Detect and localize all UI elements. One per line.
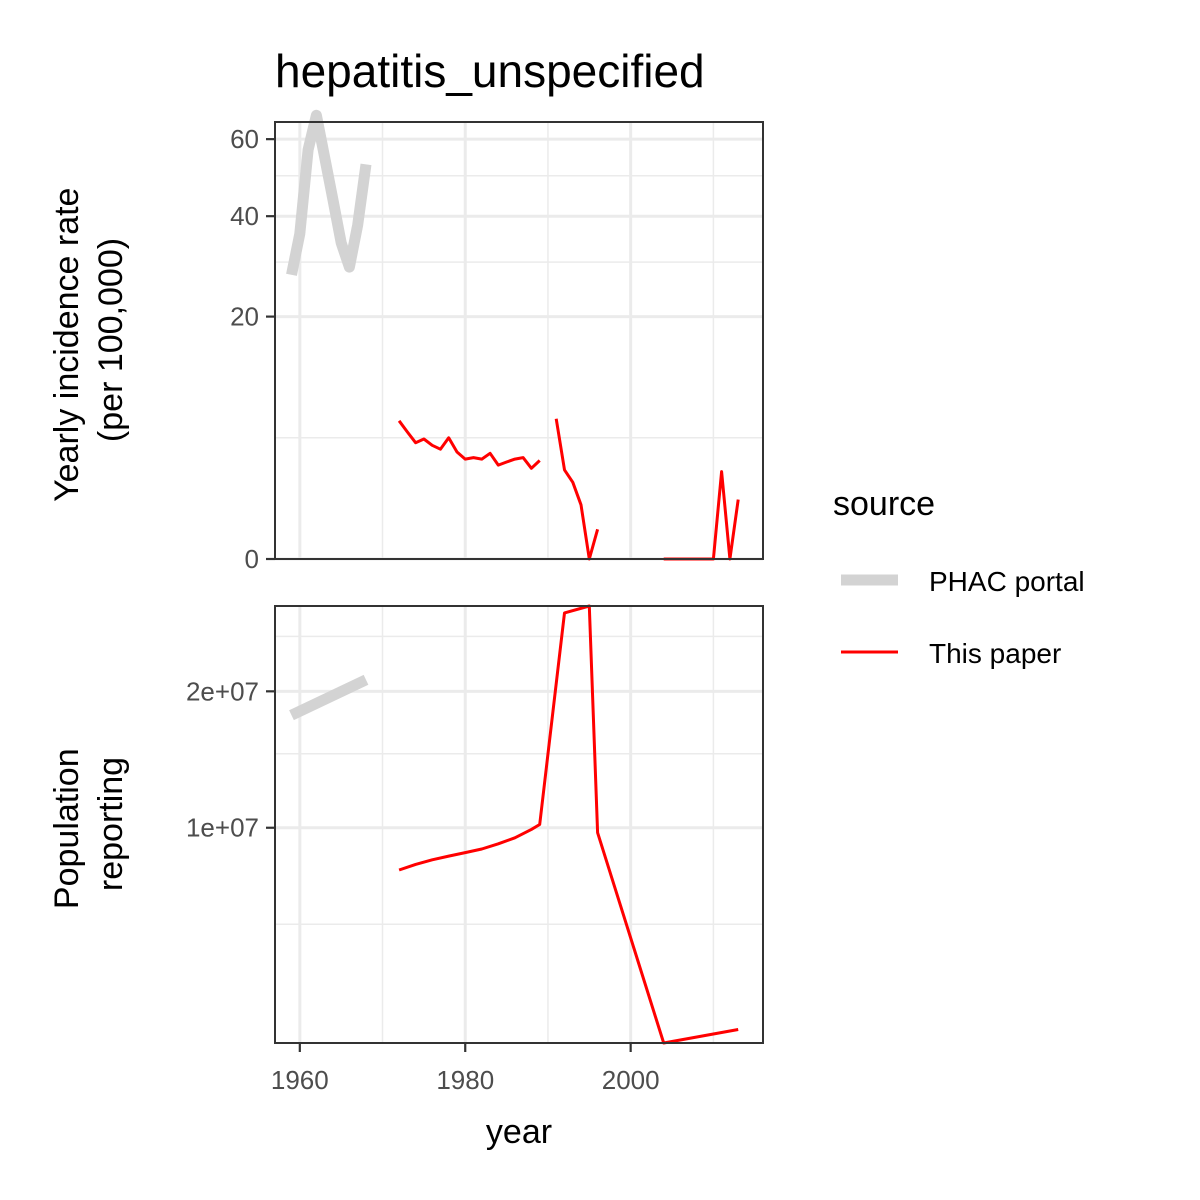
population-y-tick-label: 2e+07: [186, 676, 259, 706]
incidence-series-phac-portal: [286, 109, 372, 276]
population-panel: 1e+07 2e+07 Population reporting: [48, 604, 764, 1045]
incidence-series-this-paper: [397, 419, 541, 470]
x-tick-label: 1980: [436, 1065, 494, 1095]
incidence-y-axis-title-line-2: (per 100,000): [92, 238, 130, 442]
legend-label-phac-portal: PHAC portal: [929, 566, 1085, 597]
population-lines: [289, 604, 739, 1045]
incidence-lines: [286, 109, 740, 561]
population-panel-border: [274, 605, 764, 1044]
incidence-y-tick-label: 40: [230, 201, 259, 231]
incidence-y-axis-title-line-1: Yearly incidence rate: [48, 188, 86, 502]
incidence-y-tick-label: 0: [245, 544, 259, 574]
x-tick-label: 2000: [602, 1065, 660, 1095]
x-tick-label: 1960: [271, 1065, 329, 1095]
population-series-phac-portal: [289, 674, 369, 721]
incidence-y-axis-title: Yearly incidence rate (per 100,000): [48, 178, 130, 502]
population-series-this-paper: [398, 604, 739, 1045]
legend: source PHAC portal This paper: [833, 485, 1085, 669]
incidence-series-this-paper: [663, 470, 740, 561]
incidence-panel-border: [274, 121, 764, 560]
incidence-y-tick-label: 20: [230, 302, 259, 332]
population-y-tick-label: 1e+07: [186, 813, 259, 843]
incidence-y-tick-label: 60: [230, 124, 259, 154]
incidence-series-this-paper: [554, 418, 600, 561]
x-axis-title: year: [486, 1113, 552, 1151]
population-y-ticks: 1e+07 2e+07: [186, 676, 275, 843]
population-y-axis-title-line-1: Population: [48, 748, 86, 909]
chart-title: hepatitis_unspecified: [275, 45, 705, 97]
population-grid: [275, 606, 763, 1043]
incidence-y-ticks: 0 20 40 60: [230, 124, 275, 574]
population-y-axis-title: Population reporting: [48, 739, 130, 909]
incidence-panel: 0 20 40 60 Yearly incidence rate (per 100,0…: [48, 109, 764, 574]
legend-label-this-paper: This paper: [929, 638, 1061, 669]
x-axis: 1960 1980 2000: [271, 1043, 660, 1095]
legend-title: source: [833, 485, 935, 523]
incidence-grid: [275, 122, 763, 561]
population-y-axis-title-line-2: reporting: [92, 757, 130, 891]
